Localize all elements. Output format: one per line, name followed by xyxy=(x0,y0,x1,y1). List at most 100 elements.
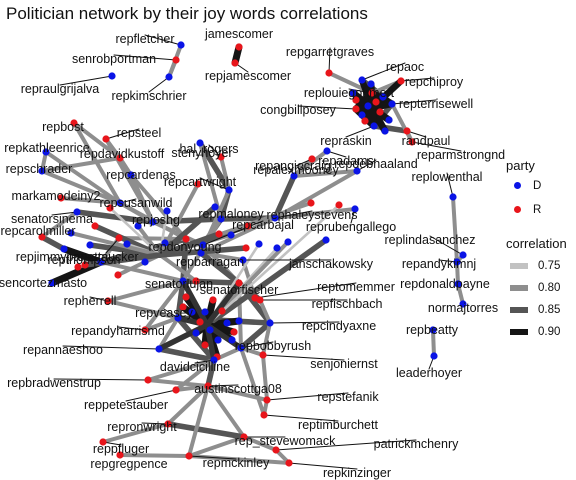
node-repcartwright xyxy=(225,186,233,194)
node xyxy=(209,296,217,304)
label-leader xyxy=(53,378,149,381)
label-leader xyxy=(269,321,340,324)
node xyxy=(134,222,142,230)
node-label-repalexmooney: repalexmooney xyxy=(253,163,339,177)
label-leader xyxy=(328,47,331,74)
label-leader xyxy=(62,345,160,350)
node-label-repkinzinger: repkinzinger xyxy=(323,466,391,480)
node-label-repandykimnj: repandykimnj xyxy=(402,257,476,271)
node xyxy=(201,308,209,316)
node-repjamescomer xyxy=(231,59,239,67)
node-repfischbach xyxy=(256,296,264,304)
node-label-repraulgrijalva: repraulgrijalva xyxy=(21,82,100,96)
edge xyxy=(129,173,188,241)
node xyxy=(379,93,387,101)
label-leader xyxy=(275,439,417,451)
node-repandyharrismd xyxy=(141,326,149,334)
legend-party-r: R xyxy=(514,204,541,216)
label-leader xyxy=(105,128,140,140)
edge xyxy=(101,422,170,444)
node-label-repcindyaxne: repcindyaxne xyxy=(302,319,376,333)
node-jamescomer xyxy=(235,43,243,51)
edge xyxy=(174,384,210,392)
node xyxy=(255,240,263,248)
node-label-repchiproy: repchiproy xyxy=(405,75,464,89)
node-label-senatorfischer: senatorfischer xyxy=(200,283,279,297)
edge xyxy=(197,140,232,193)
label-layer: repfletcher jamescomer senrobportman repjam… xyxy=(0,27,505,480)
node-repannaeshoo xyxy=(155,345,163,353)
node-label-repjimmypanetta: repjimmypanetta xyxy=(16,250,108,264)
node-repcarbajal xyxy=(199,241,207,249)
edge xyxy=(44,150,122,205)
node xyxy=(322,236,330,244)
edge xyxy=(242,435,278,452)
node-repandykimnj xyxy=(453,258,461,266)
node-label-senjoniernst: senjoniernst xyxy=(310,357,378,371)
node-repcindyaxne xyxy=(266,319,274,327)
label-leader xyxy=(254,282,357,299)
node-repalexmooney xyxy=(308,155,316,163)
node-label-repjoshg: repjoshg xyxy=(132,213,180,227)
node-label-janschakowsky: janschakowsky xyxy=(288,257,374,271)
node-label-senatorsinema: senatorsinema xyxy=(11,212,93,226)
legend-bar-085 xyxy=(510,306,528,313)
legend-party-d-label: D xyxy=(533,180,542,192)
node-label-repraskin: repraskin xyxy=(320,134,371,148)
node-repcardenas xyxy=(127,171,135,179)
node-repkinzinger xyxy=(285,459,293,467)
label-leader xyxy=(274,210,313,219)
node-repthompson xyxy=(97,258,105,266)
legend-corr-090: 0.90 xyxy=(510,326,560,338)
node xyxy=(206,326,214,334)
node-leaderhoyer xyxy=(430,352,438,360)
node xyxy=(223,319,231,327)
node xyxy=(86,241,94,249)
node-label-senatorlujan: senatorlujan xyxy=(145,277,213,291)
legend-corr-075-label: 0.75 xyxy=(538,260,561,272)
node-label-repkathleenrice: repkathleenrice xyxy=(4,141,90,155)
chart-title: Politician network by their joy words co… xyxy=(6,4,368,23)
edge xyxy=(108,206,162,257)
edge xyxy=(143,316,180,332)
node-label-repcarolmiller: repcarolmiller xyxy=(0,224,75,238)
edge xyxy=(204,280,242,328)
node-repkimschrier xyxy=(165,73,173,81)
label-leader xyxy=(288,462,358,470)
node xyxy=(349,89,357,97)
node-label-repsmucker: repsmucker xyxy=(73,250,138,264)
node xyxy=(74,263,82,271)
edge xyxy=(40,156,122,173)
label-leader xyxy=(356,159,377,172)
node xyxy=(381,127,389,135)
edge xyxy=(106,279,185,303)
node xyxy=(163,207,171,215)
label-leader xyxy=(297,105,357,110)
edge xyxy=(261,353,269,402)
edge xyxy=(239,346,265,357)
edge xyxy=(59,196,122,205)
node xyxy=(235,317,243,325)
label-leader xyxy=(262,354,345,361)
edge xyxy=(204,237,329,328)
legend-corr-080-label: 0.80 xyxy=(538,282,561,294)
label-leader xyxy=(400,77,435,82)
node xyxy=(123,240,131,248)
node-label-repdebhaaland: repdebhaaland xyxy=(334,157,417,171)
node-label-markamodeiny2: markamodeiny2 xyxy=(12,189,101,203)
node-label-reptimburchett: reptimburchett xyxy=(298,418,378,432)
node-repsteel xyxy=(102,135,110,143)
edge xyxy=(198,250,242,286)
node-repherrell xyxy=(104,297,112,305)
node-label-repstefanik: repstefanik xyxy=(317,390,379,404)
legend-bar-075 xyxy=(510,262,528,269)
node-repronwright xyxy=(164,420,172,428)
node-replowenthal xyxy=(449,193,457,201)
node xyxy=(114,271,122,279)
edge xyxy=(239,346,266,417)
node-senjoniernst xyxy=(259,351,267,359)
node-replindasanchez xyxy=(459,251,467,259)
node-label-normajtorres: normajtorres xyxy=(428,301,498,315)
node-label-repgregpence: repgregpence xyxy=(90,457,167,471)
node-repbeatty xyxy=(429,326,437,334)
